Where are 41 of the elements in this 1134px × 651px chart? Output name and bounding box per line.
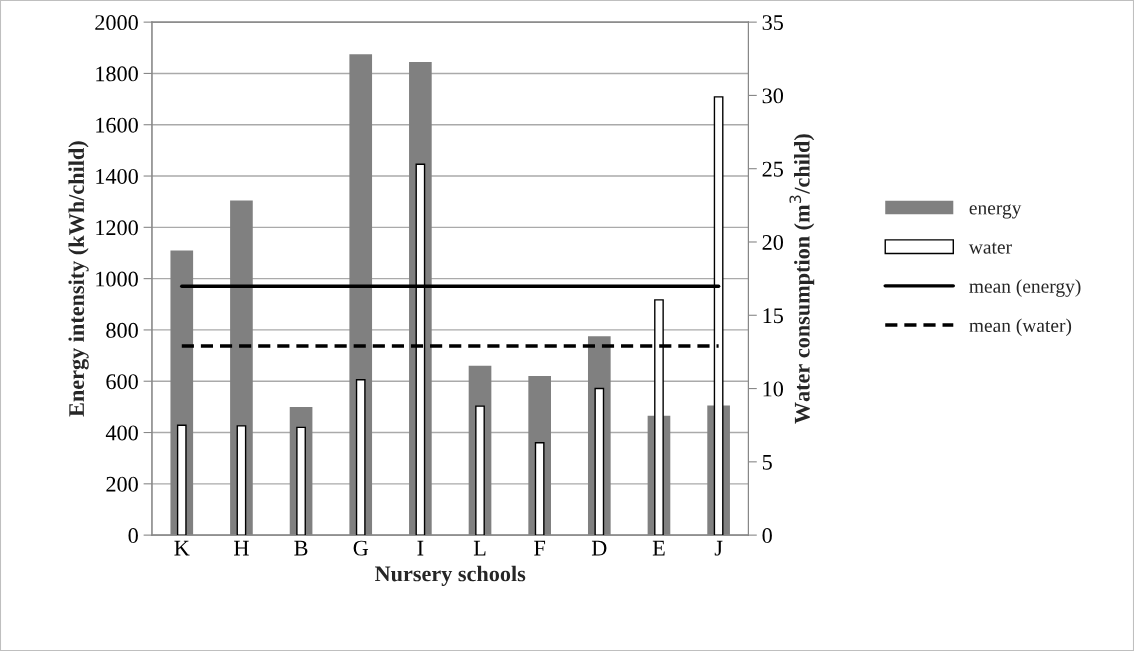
legend-label: water [968, 242, 1012, 254]
y2-tick-label: 5 [762, 455, 772, 470]
x-tick-label: G [353, 540, 369, 556]
y2-tick-label: 10 [763, 381, 784, 397]
legend-label: mean (water) [969, 318, 1072, 337]
bar [355, 379, 366, 536]
x-tick-label: E [652, 540, 665, 556]
y-tick-label: 800 [106, 322, 138, 338]
y-tick-label: 1600 [96, 117, 138, 133]
y-tick-label: 1800 [96, 66, 138, 82]
y-tick-label: 200 [106, 476, 138, 492]
y-tick-label: 1200 [96, 220, 138, 236]
legend-label: mean (energy) [969, 279, 1081, 297]
y2-tick-label: 30 [762, 88, 784, 104]
bar [534, 442, 545, 536]
y-tick-label: 0 [128, 528, 138, 544]
x-tick-label: K [174, 540, 190, 556]
bar [236, 425, 247, 536]
x-tick-label: J [714, 540, 723, 556]
y2-tick-label: 0 [762, 528, 772, 544]
x-axis-title: Nursery schools [375, 565, 526, 586]
y2-tick-label: 25 [762, 161, 783, 177]
y-tick-label: 1400 [96, 168, 138, 184]
y-axis-title: Energy intensity (kWh/child) [68, 141, 89, 417]
x-tick-label: B [294, 540, 308, 556]
y-tick-label: 600 [106, 374, 138, 390]
y2-tick-label: 20 [762, 234, 784, 250]
x-tick-label: L [473, 540, 486, 556]
bar [594, 387, 605, 536]
x-tick-label: I [417, 540, 424, 556]
y2-tick-label: 35 [762, 15, 783, 31]
y-tick-label: 400 [105, 425, 138, 441]
x-tick-label: D [591, 540, 607, 556]
legend-label: energy [969, 204, 1022, 219]
y-tick-label: 1000 [96, 271, 138, 287]
y2-axis-title: Water consumption (m$^{3}$/child) [789, 134, 815, 424]
x-tick-label: H [234, 540, 249, 556]
y-tick-label: 2000 [95, 15, 138, 31]
x-tick-label: F [534, 540, 546, 556]
bar [176, 424, 187, 536]
y2-tick-label: 15 [763, 308, 783, 324]
